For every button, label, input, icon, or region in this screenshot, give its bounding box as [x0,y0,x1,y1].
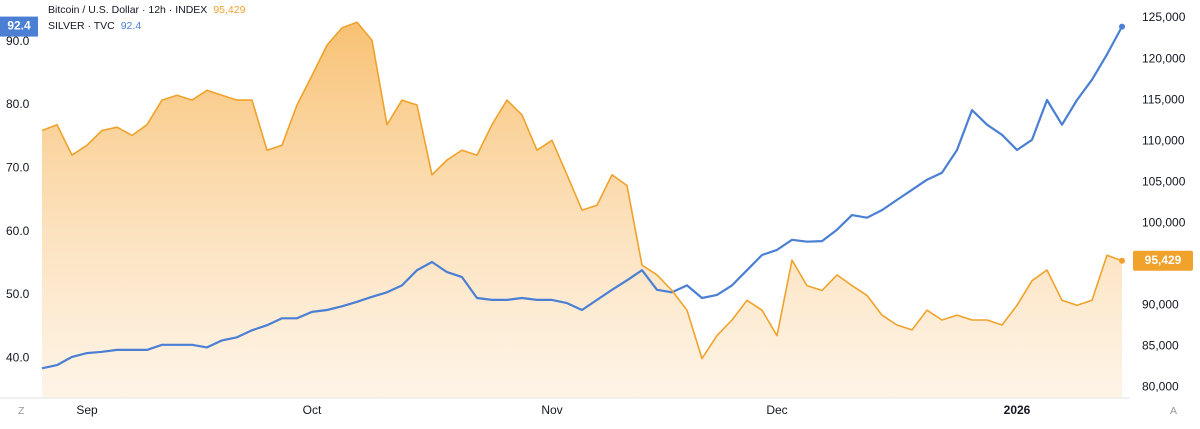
legend-entry: SILVER · TVC [48,20,115,32]
legend-value: 92.4 [121,20,142,32]
legend-entry: Bitcoin / U.S. Dollar · 12h · INDEX [48,4,207,16]
y-tick-label: 125,000 [1142,10,1186,24]
x-tick-label: 2026 [1004,403,1031,417]
x-tick-label: Nov [541,403,562,417]
y-tick-label: 115,000 [1142,92,1185,106]
scale-button[interactable]: A [1170,405,1177,417]
area [42,22,1122,398]
badge-bg [1133,250,1193,271]
x-tick-label: Oct [303,403,322,417]
scale-button[interactable]: Z [18,405,25,417]
price-badge: 95,429 [1133,250,1193,271]
badge-label: 92.4 [7,19,31,33]
x-tick-label: Sep [76,403,98,417]
last-point [1119,23,1125,30]
series-line [41,21,1123,360]
y-tick-label: 120,000 [1142,51,1186,65]
y2-tick-label: 70.0 [6,160,30,174]
price-badge: 92.4 [0,16,38,37]
x-tick-label: Dec [766,403,787,417]
y2-tick-label: 80.0 [6,97,30,111]
y-tick-label: 80,000 [1142,380,1179,394]
y-tick-label: 85,000 [1142,338,1179,352]
badge-bg [0,16,38,37]
y2-tick-label: 90.0 [6,34,30,48]
last-point [1119,257,1125,264]
y2-tick-label: 40.0 [6,350,30,364]
y-tick-label: 100,000 [1142,215,1186,229]
badge-label: 95,429 [1145,253,1182,267]
y2-tick-label: 50.0 [6,287,30,301]
series-line [41,26,1123,370]
y-tick-label: 105,000 [1142,174,1186,188]
y-tick-label: 90,000 [1142,297,1179,311]
y-tick-label: 110,000 [1142,133,1185,147]
y2-tick-label: 60.0 [6,224,30,238]
legend-value: 95,429 [213,4,245,16]
